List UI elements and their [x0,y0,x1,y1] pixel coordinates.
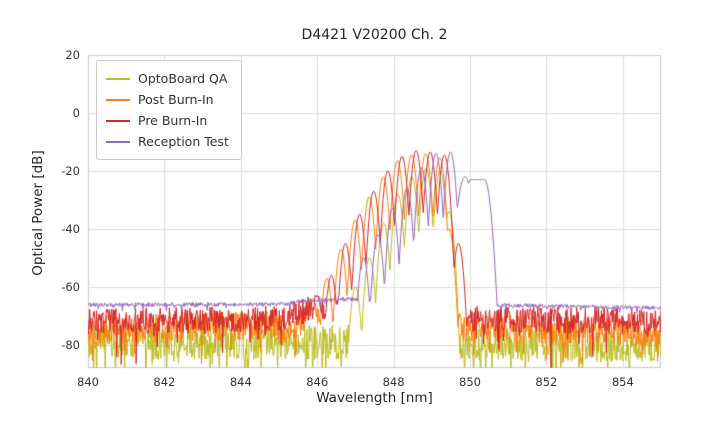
legend: OptoBoard QA Post Burn-In Pre Burn-In Recep… [96,60,242,160]
legend-entry: Post Burn-In [106,89,229,110]
x-tick-label: 842 [153,375,176,389]
x-tick-label: 854 [611,375,634,389]
y-tick-label: -20 [61,163,80,178]
legend-label: Post Burn-In [138,92,214,107]
legend-label: Reception Test [138,134,229,149]
x-tick-label: 844 [229,375,252,389]
legend-label: OptoBoard QA [138,71,228,86]
legend-entry: Pre Burn-In [106,110,229,131]
y-axis-label: Optical Power [dB] [30,150,46,276]
x-tick-label: 846 [306,375,329,389]
chart-title: D4421 V20200 Ch. 2 [301,27,448,43]
x-axis-label: Wavelength [nm] [316,390,433,406]
legend-entry: OptoBoard QA [106,68,229,89]
y-tick-label: -60 [61,279,80,294]
x-tick-label: 850 [459,375,481,389]
x-tick-label: 848 [382,375,405,389]
x-tick-label: 852 [535,375,558,389]
legend-line-swatch [106,77,130,80]
legend-line-swatch [106,140,130,143]
y-tick-label: 20 [65,48,80,62]
y-tick-label: -80 [61,337,80,352]
legend-line-swatch [106,119,130,122]
legend-line-swatch [106,98,130,101]
legend-label: Pre Burn-In [138,113,208,128]
y-tick-label: -40 [61,221,80,236]
legend-entry: Reception Test [106,131,229,152]
x-tick-label: 840 [77,375,99,389]
y-tick-label: 0 [72,105,80,120]
